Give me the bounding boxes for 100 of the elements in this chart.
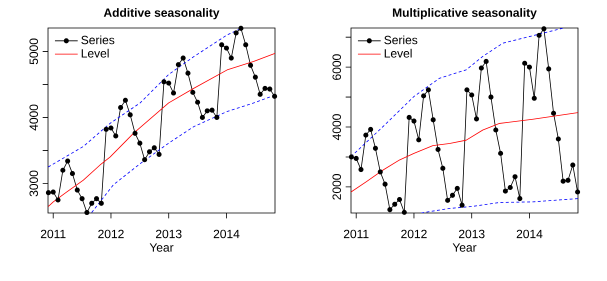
point: [228, 56, 234, 61]
point: [238, 26, 244, 31]
point: [426, 87, 431, 92]
line-series: [351, 112, 578, 192]
point: [70, 171, 75, 176]
point: [258, 92, 263, 97]
point: [378, 169, 383, 174]
point: [469, 92, 474, 98]
point: [176, 62, 181, 68]
point: [89, 200, 94, 206]
point: [363, 132, 368, 138]
point: [224, 46, 230, 51]
point: [478, 66, 484, 71]
point: [84, 210, 90, 216]
point: [382, 182, 388, 187]
point: [436, 146, 441, 152]
point: [541, 26, 546, 32]
x-tick-label: 2012: [98, 230, 124, 238]
point: [464, 87, 470, 92]
point: [454, 186, 460, 191]
point: [421, 93, 426, 98]
point: [94, 196, 100, 202]
point: [152, 145, 157, 150]
point: [108, 125, 114, 131]
y-tick-label: 4000: [332, 114, 341, 140]
point: [200, 114, 205, 120]
legend-label: Level: [82, 48, 109, 58]
point: [517, 196, 522, 202]
point: [55, 197, 61, 203]
point: [354, 156, 359, 161]
legend-label: Series: [384, 35, 418, 44]
point: [502, 188, 508, 194]
point: [113, 133, 118, 138]
point: [146, 149, 152, 154]
point: [522, 60, 528, 66]
point: [118, 105, 124, 110]
point: [526, 64, 532, 70]
point: [411, 118, 416, 124]
y-tick-label: 4000: [29, 104, 38, 131]
point: [372, 146, 378, 151]
point: [267, 86, 272, 92]
point: [498, 150, 504, 156]
point: [488, 94, 494, 100]
legend-label: Level: [384, 48, 412, 58]
point: [195, 100, 200, 105]
point: [272, 94, 278, 99]
x-axis-title: Year: [150, 243, 174, 252]
point: [445, 198, 450, 203]
point: [142, 157, 148, 162]
point: [440, 166, 446, 171]
point: [532, 96, 537, 101]
point: [98, 200, 104, 206]
point: [402, 210, 407, 215]
point: [50, 190, 56, 195]
point: [46, 190, 51, 196]
point: [180, 56, 186, 61]
point: [65, 158, 70, 164]
point: [252, 74, 258, 80]
point: [137, 140, 142, 146]
point: [392, 202, 398, 207]
x-tick-label: 2013: [458, 230, 485, 238]
point: [460, 202, 465, 208]
point: [190, 90, 196, 95]
point: [493, 127, 498, 133]
point: [546, 66, 552, 72]
legend-label: Series: [81, 35, 114, 44]
point: [80, 196, 85, 202]
point: [74, 188, 80, 193]
point: [570, 162, 576, 168]
y-tick-label: 6000: [332, 54, 341, 80]
point: [560, 178, 566, 184]
point: [166, 80, 172, 86]
point: [396, 196, 402, 202]
point: [508, 184, 513, 190]
point: [185, 70, 190, 76]
point: [219, 42, 224, 48]
y-tick-label: 5000: [29, 38, 38, 64]
y-tick-label: 3000: [29, 170, 38, 196]
x-tick-label: 2012: [401, 230, 427, 238]
point: [484, 58, 489, 64]
x-tick-label: 2014: [214, 230, 240, 238]
point: [170, 90, 176, 96]
x-tick-label: 2011: [40, 230, 66, 238]
line-series: [420, 198, 578, 213]
chart-title: Additive seasonality: [104, 8, 220, 20]
point: [210, 108, 215, 113]
point: [565, 178, 571, 183]
point: [387, 207, 392, 212]
point: [204, 108, 210, 114]
point: [262, 86, 268, 91]
point: [416, 137, 422, 142]
point: [512, 174, 518, 180]
point: [234, 30, 239, 36]
point: [214, 114, 220, 120]
point: [128, 112, 133, 118]
point: [156, 152, 162, 157]
point: [122, 98, 128, 103]
point: [575, 189, 580, 195]
x-axis-title: Year: [452, 243, 476, 252]
point: [60, 168, 66, 173]
